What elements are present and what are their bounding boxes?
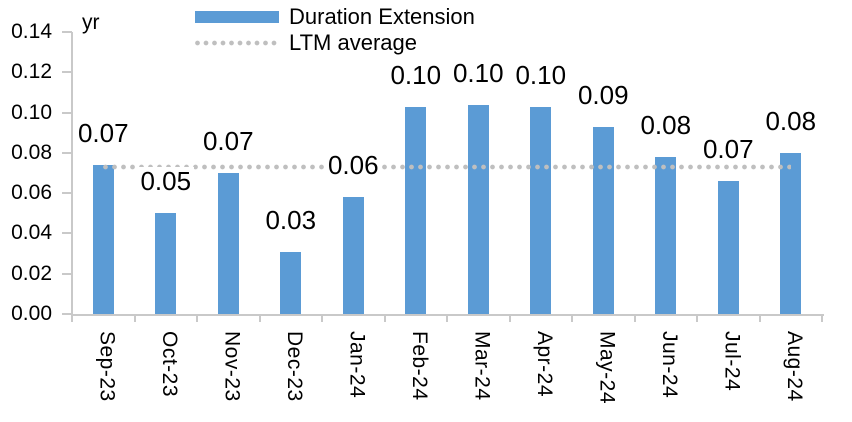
- ltm-average-line: [103, 163, 791, 170]
- y-axis-tick: [62, 192, 72, 195]
- data-label: 0.05: [137, 167, 194, 195]
- y-axis-tick: [62, 31, 72, 33]
- y-axis-label: 0.06: [11, 181, 52, 205]
- data-label: 0.08: [762, 107, 819, 135]
- legend-item-ltm-average: LTM average: [195, 30, 475, 56]
- data-label: 0.07: [75, 119, 132, 147]
- x-axis-label: Mar-24: [470, 331, 494, 401]
- y-axis-tick: [62, 111, 72, 114]
- x-axis-tick: [133, 314, 136, 322]
- legend-item-duration-extension: Duration Extension: [195, 4, 475, 30]
- data-label: 0.07: [200, 127, 257, 155]
- x-axis-label: Feb-24: [407, 331, 431, 401]
- y-axis-tick: [62, 272, 72, 275]
- bar-may-24: [592, 127, 614, 314]
- x-axis-tick: [258, 314, 261, 322]
- legend-label-duration-extension: Duration Extension: [289, 4, 475, 29]
- bar-jun-24: [655, 157, 677, 314]
- bar-dec-23: [280, 252, 302, 314]
- y-axis-tick: [62, 71, 72, 74]
- bar-feb-24: [405, 107, 427, 314]
- data-label: 0.07: [700, 135, 757, 163]
- bar-series-swatch: [195, 11, 279, 23]
- legend-label-ltm-average: LTM average: [289, 30, 417, 55]
- y-axis-unit-label: yr: [82, 11, 100, 34]
- y-axis-label: 0.12: [11, 60, 52, 84]
- y-axis-tick: [62, 313, 72, 315]
- x-axis-tick: [758, 314, 761, 322]
- legend: Duration Extension LTM average: [195, 4, 475, 56]
- bar-series-swatch-holder: [195, 11, 279, 23]
- y-axis-label: 0.10: [11, 100, 52, 124]
- bar-aug-24: [780, 153, 802, 314]
- bar-sep-23: [92, 165, 114, 314]
- y-axis-label: 0.08: [11, 140, 52, 164]
- y-axis-label: 0.02: [11, 261, 52, 285]
- x-axis-label: Apr-24: [532, 331, 556, 398]
- data-label: 0.08: [637, 111, 694, 139]
- x-axis-label: Dec-23: [282, 331, 306, 402]
- x-axis-tick: [571, 314, 573, 322]
- x-axis-label: Sep-23: [95, 331, 119, 402]
- y-axis-tick: [62, 151, 72, 154]
- x-axis-label: May-24: [595, 331, 619, 405]
- x-axis-tick: [196, 314, 198, 322]
- x-axis-label: Jan-24: [345, 331, 369, 399]
- x-axis-tick: [71, 314, 73, 322]
- x-axis-tick: [633, 314, 636, 322]
- dotted-line-swatch: [195, 40, 279, 46]
- data-label: 0.03: [262, 206, 319, 234]
- data-label: 0.10: [450, 59, 507, 87]
- x-axis-label: Nov-23: [220, 331, 244, 402]
- x-axis-label: Aug-24: [782, 331, 806, 402]
- data-label: 0.10: [512, 61, 569, 89]
- bar-nov-23: [217, 173, 239, 314]
- data-label: 0.09: [575, 81, 632, 109]
- y-axis-line: [71, 32, 73, 316]
- y-axis-label: 0.04: [11, 221, 52, 245]
- bar-mar-24: [467, 105, 489, 314]
- x-axis-tick: [696, 314, 698, 322]
- x-axis-tick: [321, 314, 323, 322]
- data-label: 0.10: [387, 61, 444, 89]
- x-axis-label: Jun-24: [657, 331, 681, 399]
- bar-jul-24: [717, 181, 739, 314]
- y-axis-label: 0.00: [11, 302, 52, 325]
- x-axis-label: Oct-23: [157, 331, 181, 398]
- dotted-line-swatch-holder: [195, 40, 279, 46]
- y-axis-tick: [62, 232, 72, 235]
- bar-oct-23: [155, 213, 177, 314]
- x-axis-tick: [446, 314, 448, 322]
- x-axis-label: Jul-24: [720, 331, 744, 392]
- bar-jan-24: [342, 197, 364, 314]
- y-axis-label: 0.14: [11, 20, 52, 43]
- data-label: 0.06: [325, 151, 382, 179]
- x-axis-tick: [383, 314, 386, 322]
- x-axis-tick: [508, 314, 511, 322]
- x-axis-tick: [821, 314, 823, 322]
- bar-apr-24: [530, 107, 552, 314]
